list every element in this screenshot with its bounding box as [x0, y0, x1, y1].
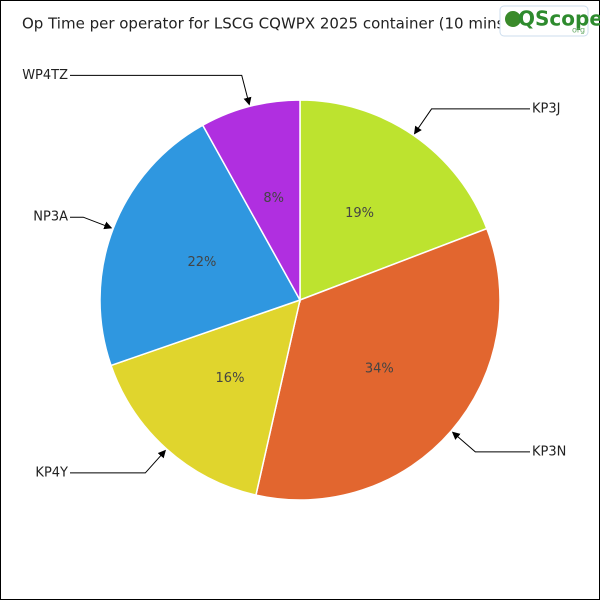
- slice-label: KP4Y: [35, 465, 68, 480]
- slice-label: KP3J: [532, 101, 560, 116]
- slice-label: NP3A: [33, 210, 68, 225]
- leader-line: [451, 431, 530, 453]
- logo-icon: [505, 11, 521, 27]
- pie-slice: [201, 99, 301, 303]
- logo[interactable]: QScope org: [499, 5, 600, 37]
- slice-percent: 34%: [365, 361, 394, 376]
- slice-percent: 16%: [216, 371, 245, 386]
- pie-slice: [299, 99, 488, 302]
- slice-percent: 22%: [187, 255, 216, 270]
- slice-percent: 8%: [263, 191, 284, 206]
- leader-line: [70, 216, 113, 230]
- leader-line: [413, 108, 530, 135]
- chart-title: Op Time per operator for LSCG CQWPX 2025…: [22, 15, 519, 33]
- pie: 19% KP3J 34% KP3N 16% KP4Y 22% NP3A 8% WP4TZ: [22, 68, 566, 501]
- leader-line: [70, 74, 252, 106]
- slice-label: KP3N: [532, 444, 566, 459]
- slice-label: WP4TZ: [22, 68, 68, 83]
- leader-line: [70, 449, 166, 474]
- pie-slice: [110, 298, 302, 496]
- pie-slice: [99, 124, 302, 367]
- logo-text: QScope: [518, 7, 600, 31]
- slice-percent: 19%: [345, 206, 374, 221]
- logo-box: [499, 5, 589, 37]
- logo-suffix: org: [572, 26, 585, 35]
- pie-slice: [255, 227, 501, 501]
